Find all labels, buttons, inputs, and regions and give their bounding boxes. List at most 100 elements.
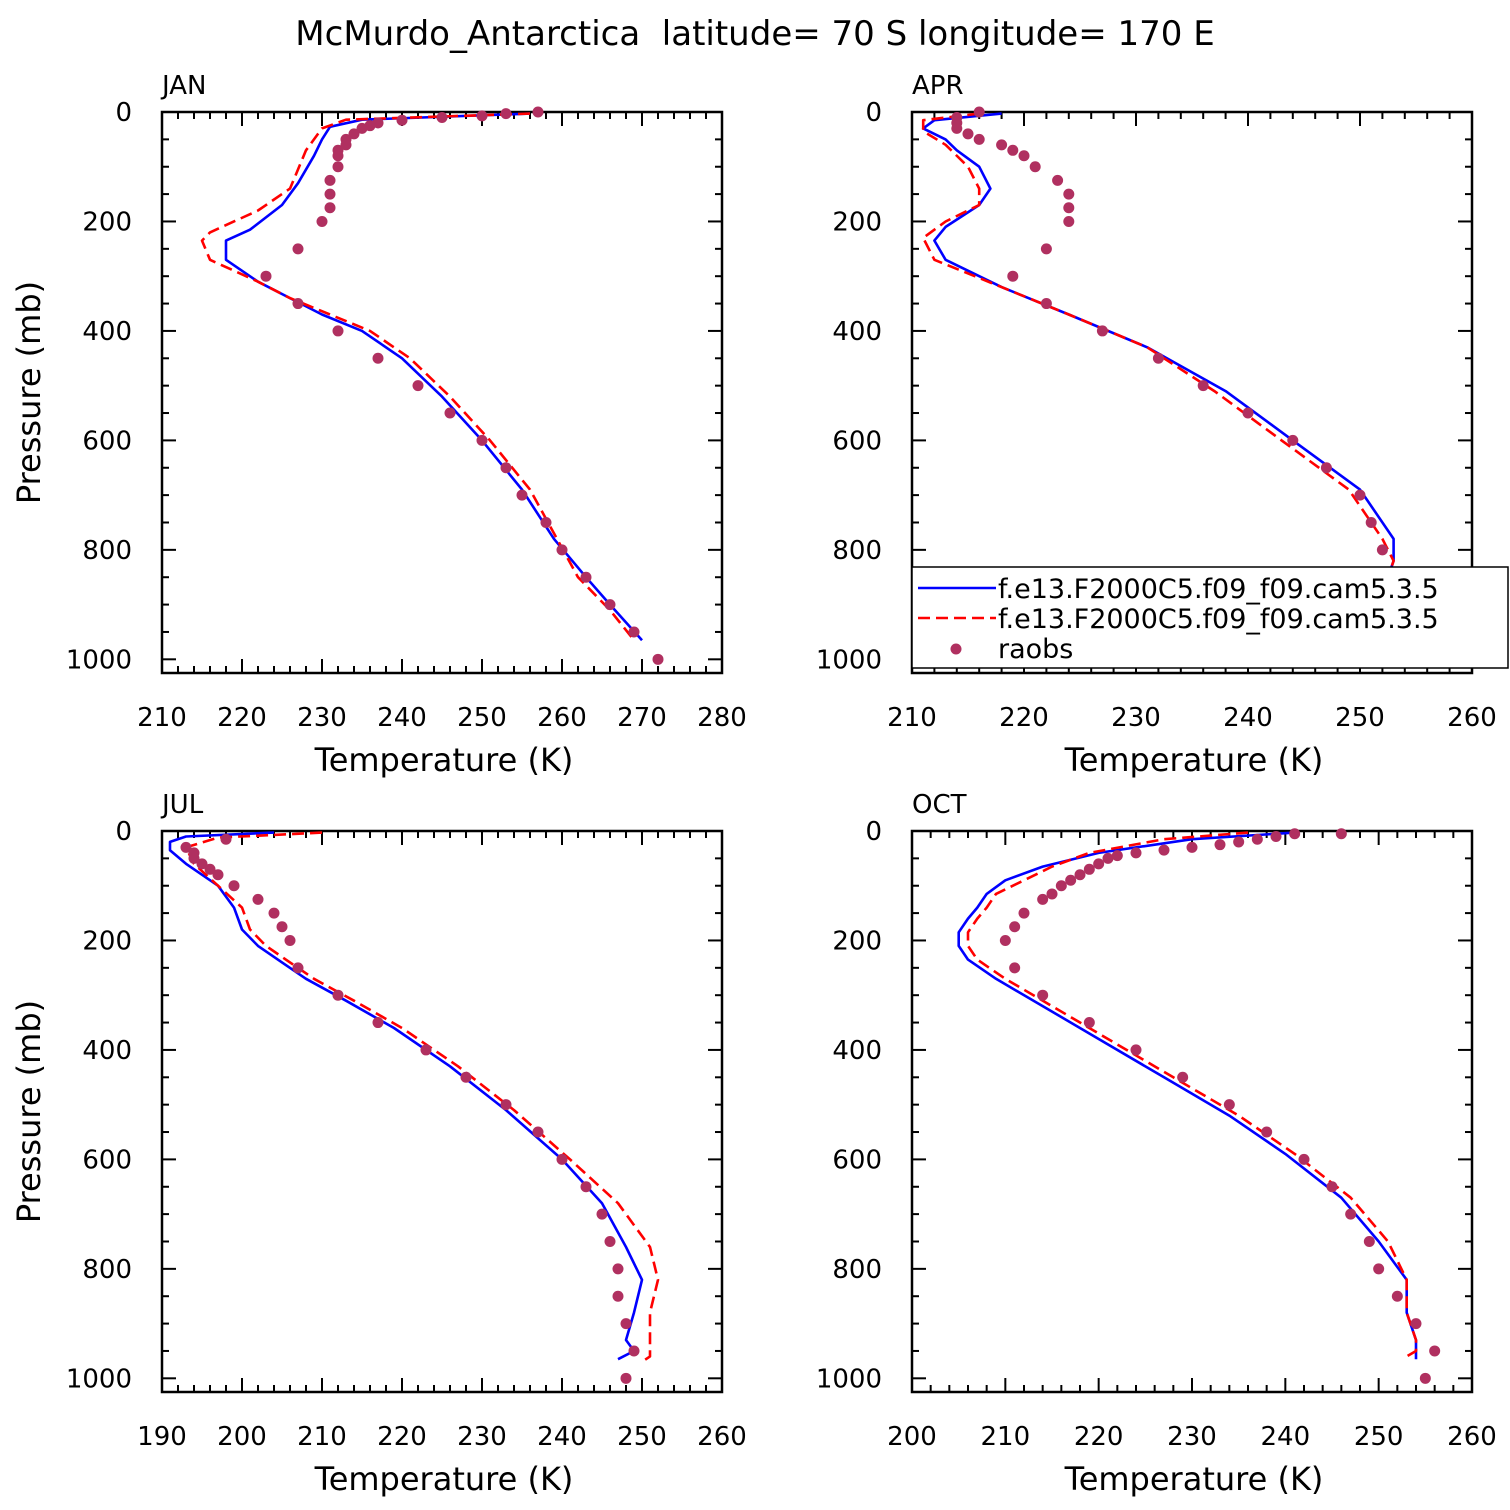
panel-oct: OCT 200 210 220 230 240 250 260 0 200 400 600 800 100…: [816, 790, 1497, 1498]
raobs-point: [580, 1181, 592, 1193]
raobs-point: [1130, 847, 1142, 859]
panel-label: JAN: [160, 71, 206, 101]
plot-data: [921, 112, 1406, 638]
series-dashed-line: [921, 112, 1406, 638]
x-tick-label: 220: [999, 703, 1049, 733]
raobs-point: [596, 1208, 608, 1220]
series-dashed-line: [200, 112, 636, 642]
panels: JAN 210 220 230 240 250 260 270 280 0 200 400 600 800…: [10, 71, 1497, 1498]
raobs-point: [476, 434, 488, 446]
raobs-point: [1074, 869, 1086, 881]
x-tick-label: 280: [697, 703, 747, 733]
raobs-point: [1046, 888, 1058, 900]
raobs-point: [412, 380, 424, 392]
raobs-point: [420, 1044, 432, 1056]
raobs-point: [999, 934, 1011, 946]
raobs-point: [612, 1263, 624, 1275]
raobs-point: [1363, 1235, 1375, 1247]
x-tick-label: 260: [537, 703, 587, 733]
x-tick-label: 240: [377, 703, 427, 733]
raobs-point: [1289, 828, 1301, 840]
x-tick-label: 210: [981, 1422, 1031, 1452]
y-tick-label: 1000: [816, 645, 882, 675]
x-tick-label: 210: [137, 703, 187, 733]
raobs-point: [1345, 1208, 1357, 1220]
plot-data: [200, 112, 643, 642]
raobs-point: [973, 106, 985, 118]
raobs-point: [1177, 1071, 1189, 1083]
x-tick-label: 200: [217, 1422, 267, 1452]
panel-jul: JUL 190 200 210 220 230 240 250 260 0 200 400 600 800…: [10, 790, 747, 1498]
legend-label: f.e13.F2000C5.f09_f09.cam5.3.5: [998, 604, 1439, 635]
x-axis-title: Temperature (K): [314, 1460, 574, 1498]
raobs-point: [1242, 407, 1254, 419]
legend-label: f.e13.F2000C5.f09_f09.cam5.3.5: [998, 574, 1439, 605]
raobs-point: [1052, 174, 1064, 186]
raobs-point: [1130, 1044, 1142, 1056]
y-tick-label: 0: [115, 817, 132, 847]
raobs-point: [1320, 462, 1332, 474]
plot-frame: [910, 829, 1474, 1394]
y-tick-label: 0: [865, 98, 882, 128]
raobs-point: [228, 880, 240, 892]
x-tick-label: 200: [887, 1422, 937, 1452]
panel-apr: APR 210 220 230 240 250 260 0 200 400 600 800 1000 Te…: [816, 71, 1497, 779]
raobs-point: [340, 139, 352, 151]
raobs-point: [1410, 1318, 1422, 1330]
raobs-point: [1096, 325, 1108, 337]
figure-title: McMurdo_Antarctica latitude= 70 S longit…: [295, 14, 1214, 54]
raobs-point: [324, 174, 336, 186]
raobs-point: [292, 298, 304, 310]
series-dashed-line: [966, 831, 1418, 1358]
raobs-point: [612, 1290, 624, 1302]
raobs-point: [1063, 188, 1075, 200]
x-tick-label: 240: [1261, 1422, 1311, 1452]
y-tick-label: 0: [115, 98, 132, 128]
raobs-point: [620, 1318, 632, 1330]
raobs-point: [1063, 202, 1075, 214]
raobs-point: [444, 407, 456, 419]
raobs-point: [1223, 1099, 1235, 1111]
raobs-point: [1419, 1372, 1431, 1384]
raobs-point: [1009, 962, 1021, 974]
raobs-point: [1287, 434, 1299, 446]
x-tick-label: 230: [1111, 703, 1161, 733]
y-tick-label: 200: [82, 207, 132, 237]
raobs-point: [1029, 161, 1041, 173]
series-dashed-line: [184, 831, 660, 1363]
series-solid-line: [224, 112, 643, 642]
raobs-point: [1335, 828, 1347, 840]
y-tick-label: 800: [832, 536, 882, 566]
raobs-point: [532, 106, 544, 118]
raobs-point: [1376, 544, 1388, 556]
x-axis-title: Temperature (K): [1064, 1460, 1324, 1498]
raobs-point: [1040, 298, 1052, 310]
raobs-point: [1040, 243, 1052, 255]
y-tick-label: 0: [865, 817, 882, 847]
x-tick-label: 250: [457, 703, 507, 733]
raobs-point: [1111, 850, 1123, 862]
x-tick-label: 230: [457, 1422, 507, 1452]
raobs-point: [556, 544, 568, 556]
x-tick-label: 260: [697, 1422, 747, 1452]
raobs-point: [1197, 380, 1209, 392]
raobs-point: [1037, 989, 1049, 1001]
raobs-point: [1373, 1263, 1385, 1275]
panel-label: APR: [912, 71, 964, 101]
plot-data: [957, 831, 1418, 1360]
x-tick-label: 230: [297, 703, 347, 733]
raobs-point: [1158, 844, 1170, 856]
raobs-point: [500, 1099, 512, 1111]
plot-frame: [160, 110, 724, 675]
x-tick-label: 260: [1447, 1422, 1497, 1452]
y-tick-label: 1000: [66, 1364, 132, 1394]
y-tick-label: 200: [832, 926, 882, 956]
raobs-point: [1009, 921, 1021, 933]
x-tick-label: 240: [537, 1422, 587, 1452]
raobs-point: [1055, 880, 1067, 892]
raobs-point: [1093, 858, 1105, 870]
series-solid-line: [168, 831, 644, 1361]
raobs-point: [348, 128, 360, 140]
raobs-point: [1083, 1017, 1095, 1029]
x-tick-label: 240: [1223, 703, 1273, 733]
